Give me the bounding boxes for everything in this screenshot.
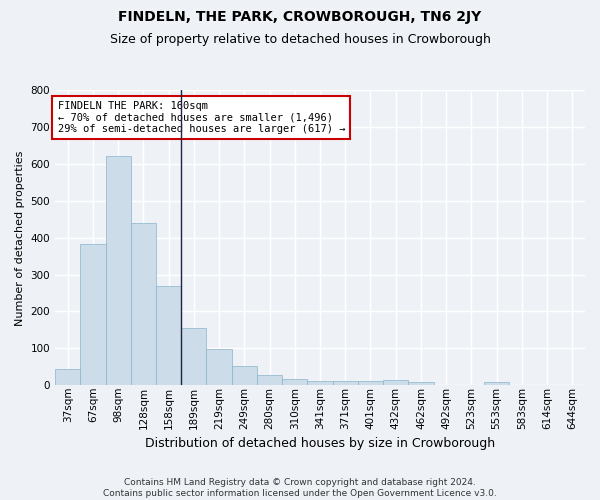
Bar: [106, 156, 131, 385]
Text: Contains HM Land Registry data © Crown copyright and database right 2024.
Contai: Contains HM Land Registry data © Crown c…: [103, 478, 497, 498]
Bar: [232, 366, 257, 385]
Bar: [307, 381, 332, 385]
Y-axis label: Number of detached properties: Number of detached properties: [15, 150, 25, 326]
Bar: [131, 222, 156, 385]
Bar: [181, 328, 206, 385]
Text: Size of property relative to detached houses in Crowborough: Size of property relative to detached ho…: [110, 32, 490, 46]
Bar: [206, 350, 232, 385]
Text: FINDELN, THE PARK, CROWBOROUGH, TN6 2JY: FINDELN, THE PARK, CROWBOROUGH, TN6 2JY: [118, 10, 482, 24]
Bar: [409, 382, 434, 385]
Bar: [383, 380, 409, 385]
Bar: [358, 380, 383, 385]
Bar: [257, 375, 282, 385]
Bar: [55, 368, 80, 385]
Bar: [80, 244, 106, 385]
Bar: [484, 382, 509, 385]
Text: FINDELN THE PARK: 160sqm
← 70% of detached houses are smaller (1,496)
29% of sem: FINDELN THE PARK: 160sqm ← 70% of detach…: [58, 101, 345, 134]
Bar: [332, 380, 358, 385]
Bar: [282, 378, 307, 385]
X-axis label: Distribution of detached houses by size in Crowborough: Distribution of detached houses by size …: [145, 437, 495, 450]
Bar: [156, 286, 181, 385]
